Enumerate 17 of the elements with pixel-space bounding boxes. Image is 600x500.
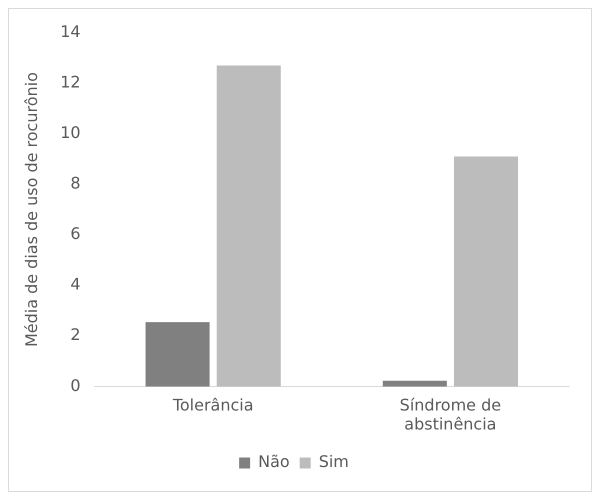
x-tick-label: Tolerância <box>172 395 254 414</box>
y-tick-label: 6 <box>70 224 81 244</box>
y-tick-label: 10 <box>60 122 81 142</box>
y-tick-label: 8 <box>70 173 81 192</box>
bar <box>146 322 210 387</box>
y-tick-label: 0 <box>70 376 81 395</box>
y-axis-title: Média de dias de uso de rocurônio <box>22 72 41 348</box>
bar <box>454 156 518 387</box>
bar <box>216 65 281 387</box>
legend-label: Não <box>258 452 290 472</box>
y-tick-label: 4 <box>70 274 81 294</box>
bar <box>382 380 447 387</box>
y-tick-label: 2 <box>70 325 81 344</box>
legend-label: Sim <box>318 452 349 472</box>
y-tick-label: 14 <box>60 22 81 41</box>
y-tick-label: 12 <box>60 72 81 92</box>
x-tick-label: Síndrome de abstinência <box>400 395 502 434</box>
